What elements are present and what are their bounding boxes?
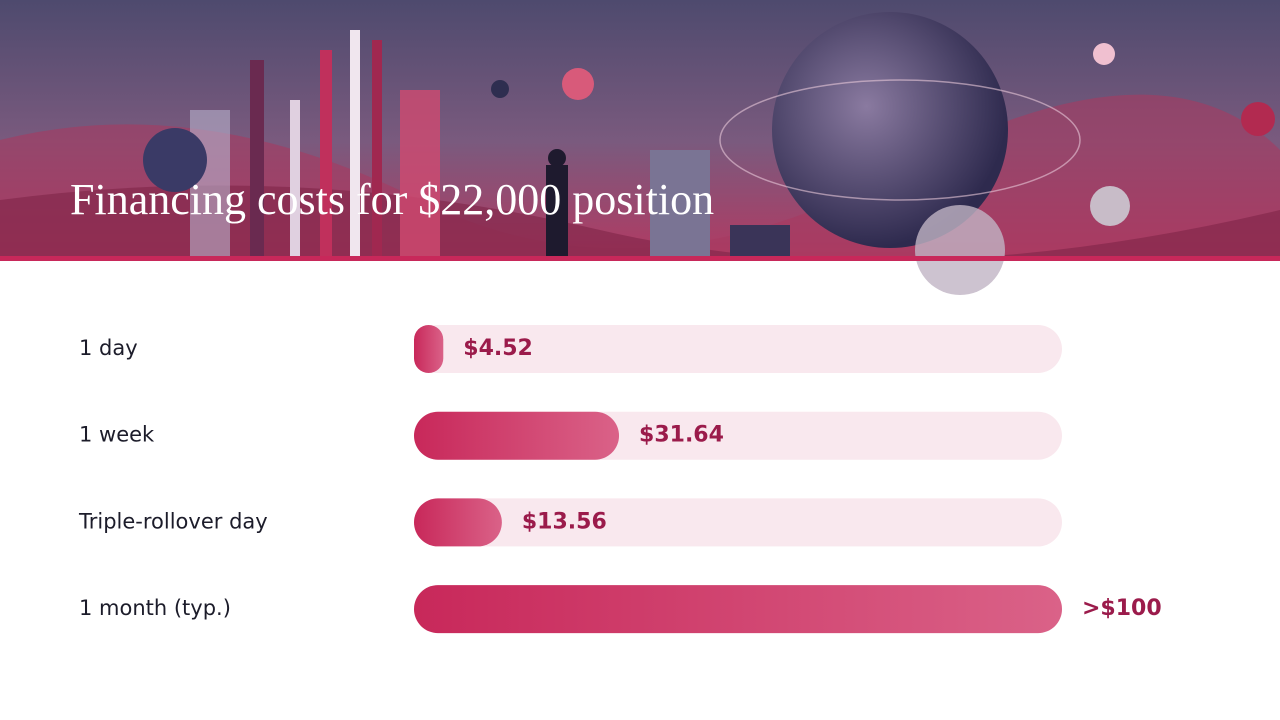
header-art: [0, 0, 1280, 295]
category-label: 1 day: [79, 336, 138, 360]
category-label: Triple-rollover day: [78, 509, 268, 533]
bar: [414, 498, 502, 547]
value-label: $13.56: [522, 509, 607, 534]
bar-track: [414, 325, 1062, 373]
category-label: 1 week: [79, 423, 155, 447]
value-label: $31.64: [639, 423, 724, 448]
bar: [414, 411, 620, 460]
chart-title: Financing costs for $22,000 position: [70, 175, 714, 224]
bar: [414, 585, 1062, 634]
value-label: $4.52: [463, 336, 533, 361]
bar: [414, 325, 444, 373]
value-label: >$100: [1082, 596, 1162, 621]
category-label: 1 month (typ.): [79, 596, 231, 620]
bar-track: [414, 498, 1062, 547]
